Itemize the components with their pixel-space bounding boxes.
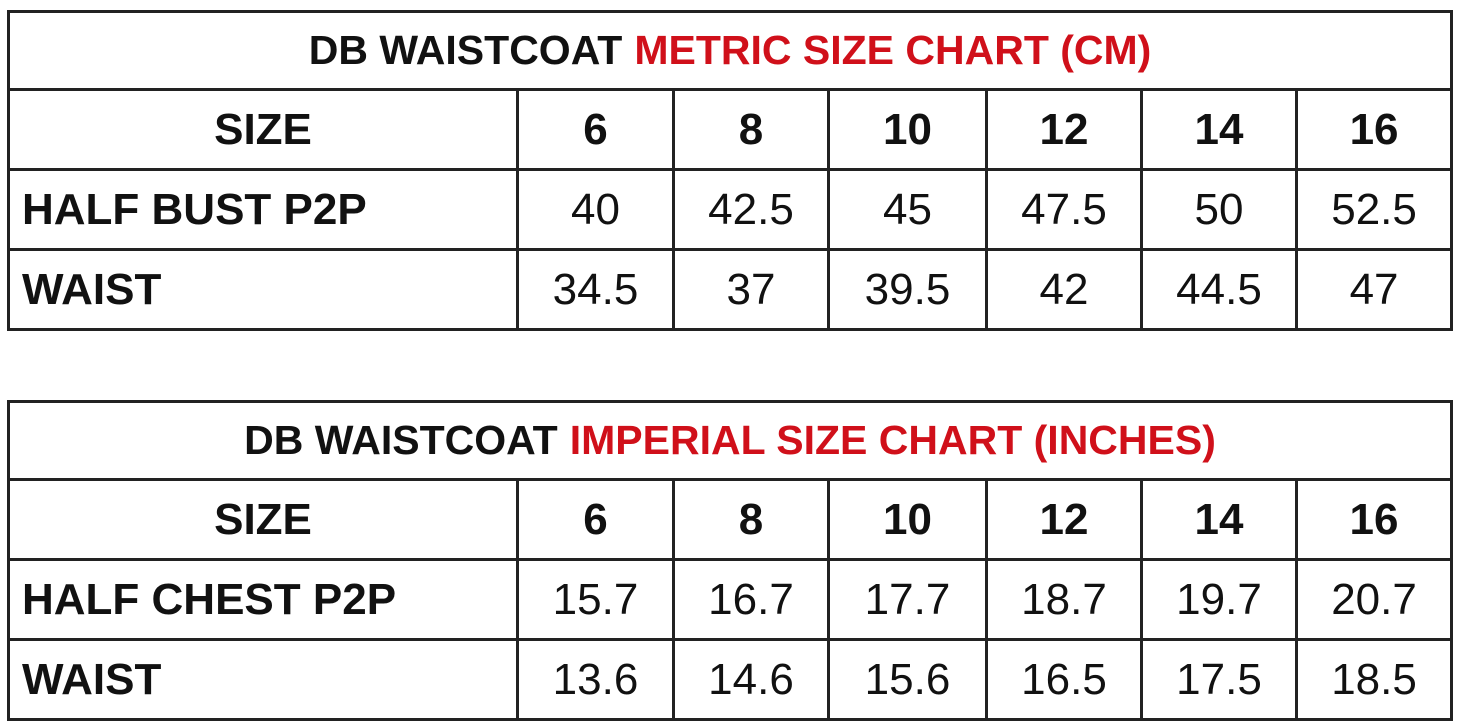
size-table: DB WAISTCOAT IMPERIAL SIZE CHART (INCHES)…	[6, 400, 1454, 721]
cell: 16.7	[672, 558, 830, 641]
data-row: WAIST 13.6 14.6 15.6 16.5 17.5 18.5	[7, 638, 1454, 721]
cell: 50	[1140, 168, 1298, 251]
header-cell: 10	[827, 478, 988, 561]
row-label: HALF CHEST P2P	[7, 558, 519, 641]
header-cell: 14	[1140, 88, 1298, 171]
cell: 45	[827, 168, 988, 251]
header-cell: 10	[827, 88, 988, 171]
cell: 13.6	[516, 638, 675, 721]
cell: 15.7	[516, 558, 675, 641]
data-row: HALF CHEST P2P 15.7 16.7 17.7 18.7 19.7 20.7	[7, 558, 1454, 641]
cell: 19.7	[1140, 558, 1298, 641]
title-row: DB WAISTCOAT IMPERIAL SIZE CHART (INCHES)	[6, 400, 1454, 481]
header-cell: 12	[985, 478, 1143, 561]
cell: 17.7	[827, 558, 988, 641]
header-cell: 16	[1294, 88, 1454, 171]
size-table: DB WAISTCOAT METRIC SIZE CHART (CM) SIZE 6 8…	[6, 10, 1454, 331]
cell: 44.5	[1140, 248, 1298, 331]
header-cell: 16	[1294, 478, 1454, 561]
header-cell: 14	[1140, 478, 1298, 561]
cell: 52.5	[1294, 168, 1454, 251]
header-cell: 6	[516, 478, 675, 561]
cell: 47.5	[985, 168, 1143, 251]
title-highlight: IMPERIAL SIZE CHART (INCHES)	[569, 417, 1216, 463]
title-cell: DB WAISTCOAT IMPERIAL SIZE CHART (INCHES)	[6, 400, 1454, 481]
header-cell: 12	[985, 88, 1143, 171]
cell: 47	[1294, 248, 1454, 331]
cell: 42	[985, 248, 1143, 331]
cell: 15.6	[827, 638, 988, 721]
cell: 42.5	[672, 168, 830, 251]
cell: 18.5	[1294, 638, 1454, 721]
title-row: DB WAISTCOAT METRIC SIZE CHART (CM)	[6, 10, 1454, 91]
cell: 39.5	[827, 248, 988, 331]
header-cell: 6	[516, 88, 675, 171]
header-cell: 8	[672, 88, 830, 171]
data-row: HALF BUST P2P 40 42.5 45 47.5 50 52.5	[7, 168, 1454, 251]
data-row: WAIST 34.5 37 39.5 42 44.5 47	[7, 248, 1454, 331]
cell: 40	[516, 168, 675, 251]
cell: 14.6	[672, 638, 830, 721]
title-prefix: DB WAISTCOAT	[308, 27, 623, 73]
title-prefix: DB WAISTCOAT	[244, 417, 558, 463]
cell: 18.7	[985, 558, 1143, 641]
cell: 37	[672, 248, 830, 331]
header-row: SIZE 6 8 10 12 14 16	[7, 478, 1454, 561]
header-cell: SIZE	[7, 478, 519, 561]
header-cell: SIZE	[7, 88, 519, 171]
cell: 17.5	[1140, 638, 1298, 721]
header-cell: 8	[672, 478, 830, 561]
cell: 34.5	[516, 248, 675, 331]
cell: 20.7	[1294, 558, 1454, 641]
row-label: HALF BUST P2P	[7, 168, 519, 251]
cell: 16.5	[985, 638, 1143, 721]
title-cell: DB WAISTCOAT METRIC SIZE CHART (CM)	[6, 10, 1454, 91]
title-highlight: METRIC SIZE CHART (CM)	[634, 27, 1152, 73]
row-label: WAIST	[7, 638, 519, 721]
row-label: WAIST	[7, 248, 519, 331]
header-row: SIZE 6 8 10 12 14 16	[7, 88, 1454, 171]
